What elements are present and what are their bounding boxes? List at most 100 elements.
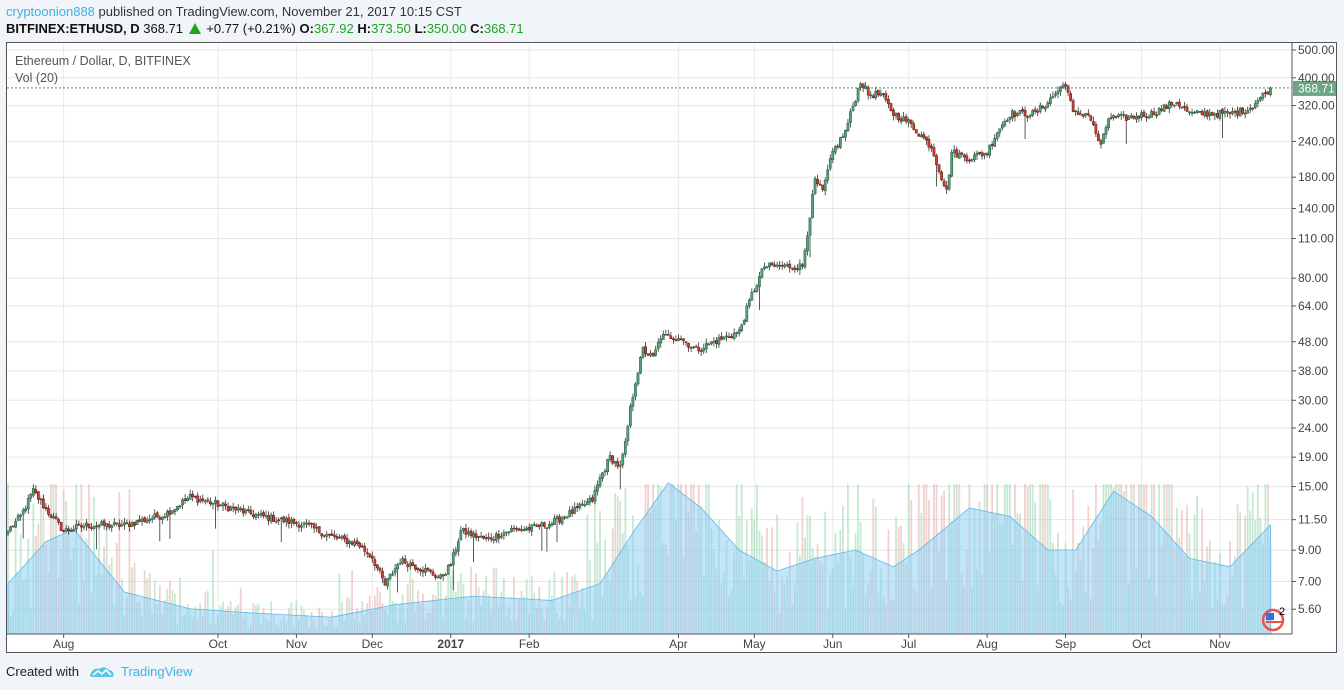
candle-body xyxy=(606,459,609,472)
candle-body xyxy=(201,498,205,501)
candle xyxy=(221,502,225,511)
candle-body xyxy=(998,128,1002,133)
candle-body xyxy=(856,87,860,102)
open-value: 367.92 xyxy=(313,21,354,36)
candle xyxy=(831,147,835,164)
candle xyxy=(1160,105,1164,113)
candle-body xyxy=(1016,113,1019,116)
candle-body xyxy=(593,490,597,502)
candle-body xyxy=(297,524,301,528)
candle xyxy=(52,512,55,519)
candle xyxy=(350,540,354,547)
candle-body xyxy=(553,518,556,525)
candle xyxy=(494,531,498,544)
candle-body xyxy=(687,343,690,348)
candle xyxy=(451,548,455,591)
candle-body xyxy=(451,552,455,566)
candle xyxy=(745,303,749,322)
candle-body xyxy=(186,498,189,501)
candle-body xyxy=(649,353,652,356)
candle xyxy=(707,342,711,346)
candle xyxy=(201,494,205,504)
candle xyxy=(444,572,448,576)
candle-body xyxy=(540,522,544,526)
candle-body xyxy=(305,522,308,525)
candle xyxy=(813,176,817,196)
candle-body xyxy=(1129,115,1133,118)
candle-body xyxy=(1157,107,1161,115)
candle-body xyxy=(1117,114,1121,117)
candle-body xyxy=(940,171,943,181)
candle xyxy=(229,505,232,512)
candle-body xyxy=(123,522,126,526)
candle xyxy=(952,145,956,158)
candle xyxy=(919,131,923,138)
candle-body xyxy=(922,133,926,139)
candle xyxy=(1094,121,1098,138)
candle-body xyxy=(712,340,716,343)
candle-body xyxy=(77,523,81,526)
candle xyxy=(1190,108,1194,117)
candle-body xyxy=(884,93,888,101)
candle xyxy=(325,531,329,542)
candle-body xyxy=(639,356,642,374)
candle-body xyxy=(239,508,243,511)
candle xyxy=(1021,106,1024,114)
candle-body xyxy=(203,500,207,503)
candle-body xyxy=(1056,90,1060,95)
candle-body xyxy=(80,525,83,528)
candle-body xyxy=(773,264,776,267)
candle xyxy=(1092,116,1095,127)
author-link[interactable]: cryptoonion888 xyxy=(6,4,95,19)
candle-body xyxy=(968,159,971,162)
candle xyxy=(282,515,286,524)
candle-body xyxy=(793,267,797,270)
candle xyxy=(105,522,109,531)
candle xyxy=(305,519,308,529)
candle xyxy=(575,502,579,513)
candle xyxy=(1129,112,1133,119)
candle-body xyxy=(836,145,840,148)
candle xyxy=(651,352,655,357)
candle xyxy=(525,525,528,532)
y-tick-label: 80.00 xyxy=(1298,271,1328,285)
candle-body xyxy=(350,541,354,545)
candle xyxy=(550,521,554,527)
candle xyxy=(484,533,488,542)
candle-body xyxy=(1084,113,1088,116)
candle xyxy=(216,499,220,512)
candle xyxy=(735,331,738,338)
x-tick-label: Aug xyxy=(976,637,997,651)
candle xyxy=(67,525,71,535)
candle xyxy=(623,437,627,458)
candle-body xyxy=(661,333,665,340)
candle-body xyxy=(85,522,88,527)
candle-body xyxy=(1000,124,1004,129)
candle xyxy=(712,337,716,347)
candle xyxy=(295,520,298,527)
candle xyxy=(155,511,159,519)
candle xyxy=(535,523,539,528)
candle xyxy=(123,517,126,530)
candle-body xyxy=(92,526,96,529)
candle-body xyxy=(1231,110,1234,114)
candle xyxy=(1006,117,1009,123)
candle-body xyxy=(231,506,235,509)
candle xyxy=(646,353,650,356)
volume-legend: Vol (20) xyxy=(15,71,59,85)
candle xyxy=(1033,106,1037,115)
candle-body xyxy=(262,512,265,517)
candle-body xyxy=(626,426,630,441)
candle xyxy=(54,513,58,520)
candle xyxy=(492,535,496,544)
events-flag-icon xyxy=(1261,608,1285,632)
candle xyxy=(1213,112,1217,121)
candle xyxy=(1228,111,1232,119)
candle xyxy=(611,454,615,466)
candle xyxy=(171,510,174,515)
candle-body xyxy=(107,524,111,528)
tradingview-link[interactable]: TradingView xyxy=(120,664,193,679)
candle xyxy=(259,509,263,519)
candle xyxy=(985,152,989,158)
